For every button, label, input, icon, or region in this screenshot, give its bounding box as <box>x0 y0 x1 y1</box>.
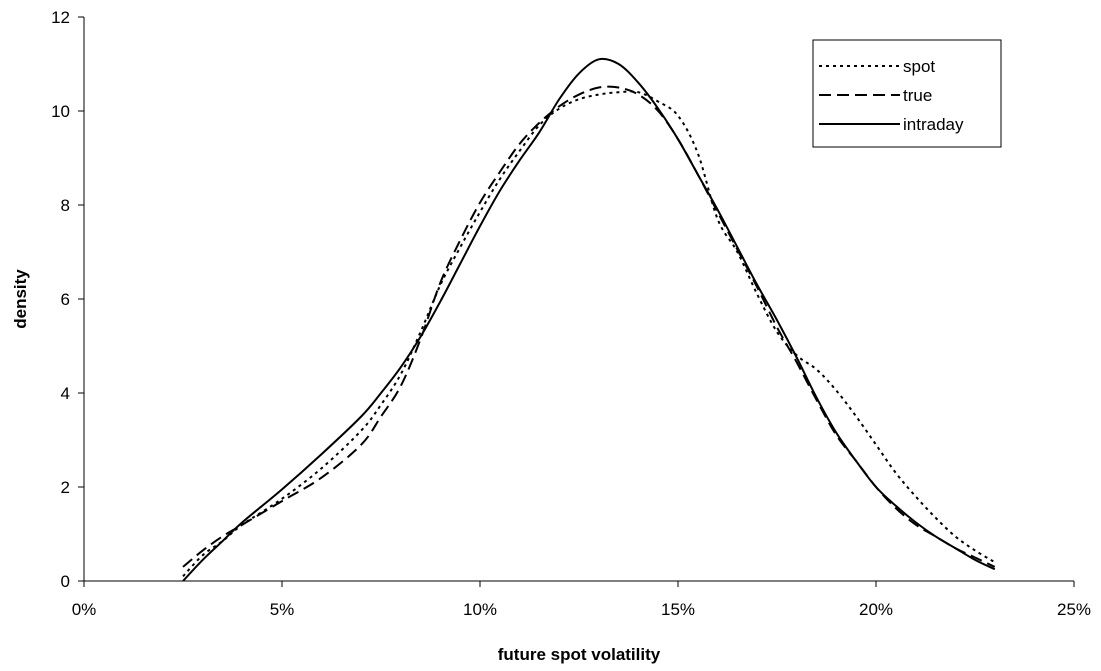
series-line-spot <box>182 90 996 577</box>
y-tick-label: 2 <box>61 478 70 497</box>
y-ticks: 0 2 4 6 8 10 12 <box>51 8 84 591</box>
series-line-intraday <box>182 57 996 582</box>
y-tick-label: 0 <box>61 572 70 591</box>
legend-label-intraday: intraday <box>903 115 964 134</box>
legend-label-spot: spot <box>903 57 935 76</box>
x-tick-label: 0% <box>72 600 97 619</box>
y-axis-title: density <box>11 269 30 329</box>
legend-box <box>812 39 1002 148</box>
x-tick-label: 20% <box>859 600 893 619</box>
x-axis-title: future spot volatility <box>498 645 661 664</box>
y-tick-label: 4 <box>61 384 70 403</box>
legend: spot true intraday <box>812 39 1002 148</box>
legend-label-true: true <box>903 86 932 105</box>
series-lines <box>182 57 996 582</box>
x-tick-label: 5% <box>270 600 295 619</box>
y-tick-label: 12 <box>51 8 70 27</box>
x-tick-label: 10% <box>463 600 497 619</box>
x-tick-label: 25% <box>1057 600 1091 619</box>
y-tick-label: 6 <box>61 290 70 309</box>
y-tick-label: 10 <box>51 102 70 121</box>
series-line-true <box>182 85 996 568</box>
x-ticks: 0% 5% 10% 15% 20% 25% <box>72 581 1091 619</box>
x-tick-label: 15% <box>661 600 695 619</box>
y-tick-label: 8 <box>61 196 70 215</box>
